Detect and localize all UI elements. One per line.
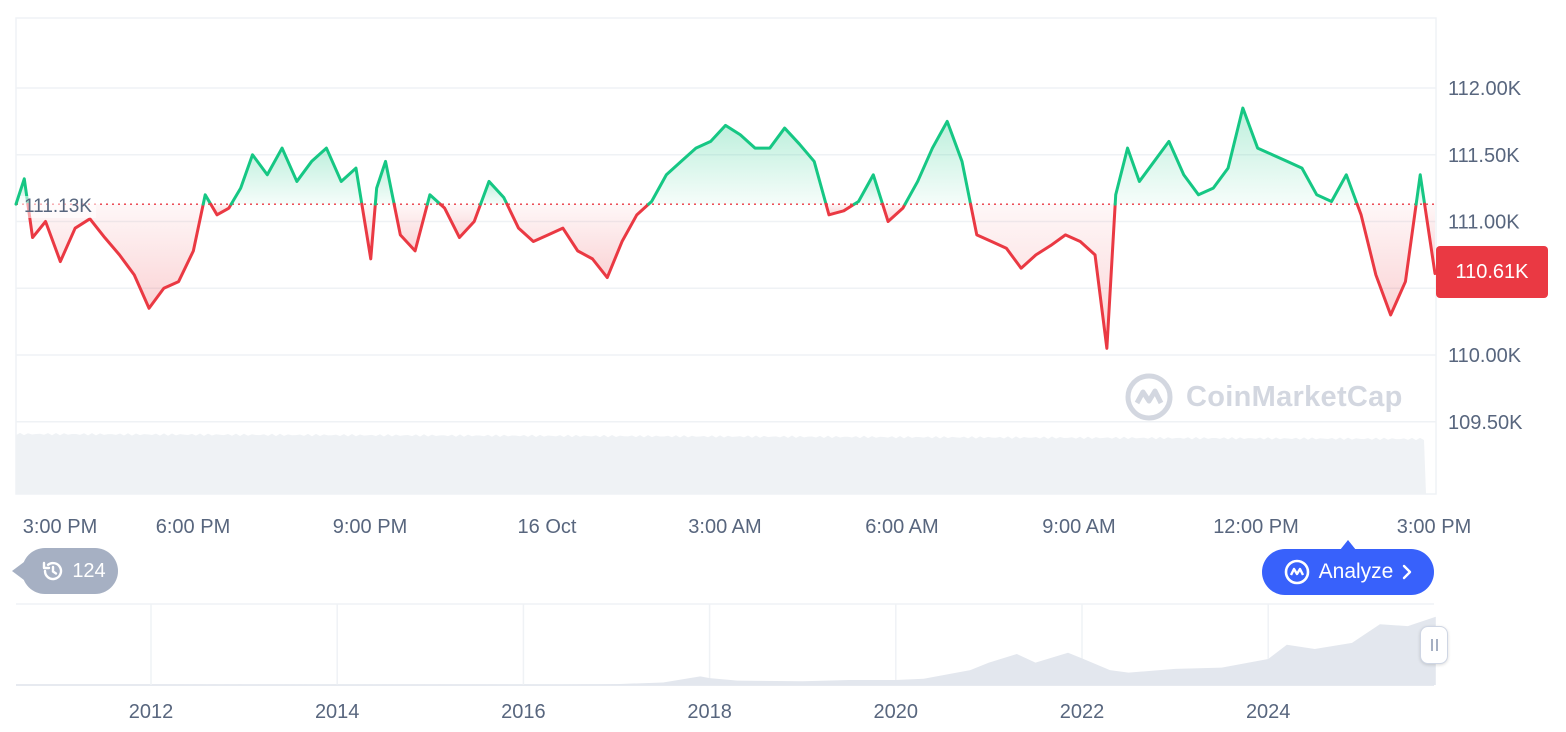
current-price-tag: 110.61K [1436,246,1548,298]
price-line-down-15 [881,202,907,223]
price-line-down-5 [360,202,377,261]
cmc-ai-icon [1284,559,1309,585]
price-line-down-13 [824,202,856,217]
history-icon [43,561,63,581]
price-area-down-1 [27,204,204,309]
price-line-down-1 [26,202,205,310]
navigator-year-label-5: 2022 [1060,701,1105,723]
coinmarketcap-watermark: CoinMarketCap [1124,372,1403,422]
analyze-label: Analyze [1318,560,1394,583]
y-tick-label-3: 110.00K [1448,345,1522,367]
x-tick-label-2: 9:00 PM [333,516,407,538]
price-area-up-18 [1115,108,1358,205]
price-line-up-4 [229,146,364,206]
history-count: 124 [72,559,106,582]
price-area-up-12 [648,125,827,205]
navigator-year-label-2: 2016 [501,701,546,723]
price-line-up-2 [201,193,213,206]
price-line-down-19 [1355,202,1418,317]
x-tick-label-7: 12:00 PM [1213,516,1299,538]
y-tick-label-4: 109.50K [1448,412,1523,434]
price-area-down-7 [394,204,428,251]
price-line-up-20 [1414,173,1427,206]
price-line-down-9 [438,202,483,240]
price-line-up-6 [373,159,396,206]
x-tick-label-1: 6:00 PM [156,516,230,538]
y-tick-label-0: 112.00K [1448,78,1522,100]
price-line-up-0 [14,177,30,206]
price-line-down-7 [392,202,429,253]
x-tick-label-6: 9:00 AM [1042,516,1115,538]
price-area-down-17 [970,204,1116,349]
price-area-down-11 [506,204,649,278]
reference-price-label: 111.13K [20,196,96,218]
price-line-up-16 [903,119,973,206]
price-area-down-9 [440,204,481,238]
price-line-up-14 [852,173,885,206]
price-line-up-10 [479,179,509,206]
volume-bars [16,432,1426,494]
price-line-up-8 [425,193,442,206]
price-area-up-6 [375,161,395,205]
y-tick-label-1: 111.50K [1448,145,1520,167]
chevron-right-icon [1403,564,1412,580]
price-line-down-21 [1423,202,1437,276]
history-badge[interactable]: 124 [12,548,118,594]
x-tick-label-0: 3:00 PM [23,516,97,538]
drag-handle-icon [1430,639,1433,651]
x-tick-label-3: 16 Oct [518,516,577,538]
range-drag-handle[interactable] [1420,626,1448,664]
price-area-up-4 [231,148,362,205]
price-line-up-12 [647,123,828,206]
drag-handle-bar [1435,639,1438,651]
price-line-down-11 [505,202,651,280]
x-tick-label-8: 3:00 PM [1397,516,1471,538]
navigator-year-label-6: 2024 [1246,701,1291,723]
y-tick-label-2: 111.00K [1448,212,1520,234]
plot-frame [15,17,1437,495]
analyze-button[interactable]: Analyze [1262,540,1434,595]
navigator-year-label-1: 2014 [315,701,360,723]
navigator-year-label-3: 2018 [687,701,732,723]
watermark-text: CoinMarketCap [1186,380,1403,413]
price-line-down-17 [969,202,1117,350]
cmc-logo-icon [1125,373,1173,421]
x-tick-label-4: 3:00 AM [688,516,761,538]
navigator-year-label-0: 2012 [129,701,174,723]
navigator-area [20,616,1436,685]
price-line-down-3 [209,202,233,217]
navigator-year-label-4: 2020 [874,701,919,723]
price-area-down-13 [826,204,855,215]
price-line-up-18 [1113,106,1359,206]
x-tick-label-5: 6:00 AM [865,516,938,538]
